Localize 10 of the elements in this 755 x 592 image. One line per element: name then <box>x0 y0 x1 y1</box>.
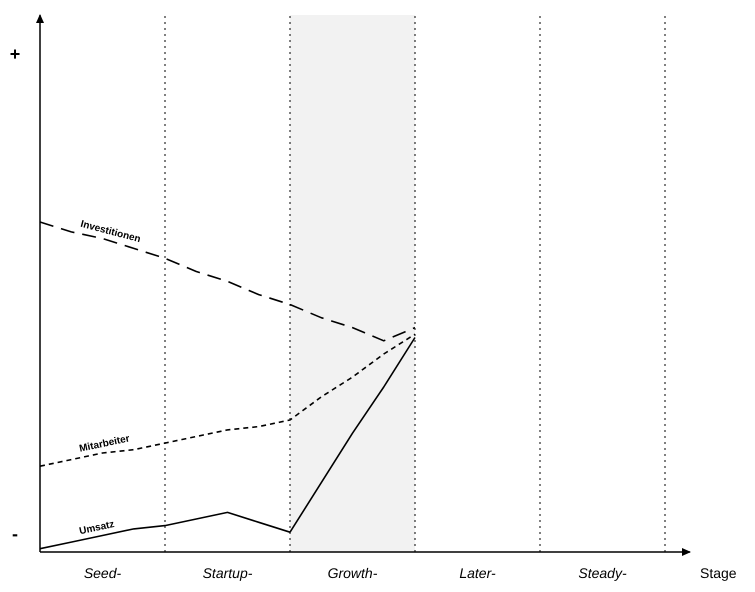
text: Umsatz <box>78 519 116 538</box>
x-tick-label: Steady- <box>578 565 627 581</box>
x-tick-label: Growth- <box>328 565 378 581</box>
x-tick-label: Startup- <box>202 565 253 581</box>
text: Mitarbeiter <box>78 433 131 455</box>
x-axis-title: Stage <box>700 565 737 581</box>
text: + <box>10 44 20 64</box>
x-tick-label: Later- <box>459 565 496 581</box>
text: - <box>12 524 18 544</box>
x-tick-label: Seed- <box>84 565 122 581</box>
